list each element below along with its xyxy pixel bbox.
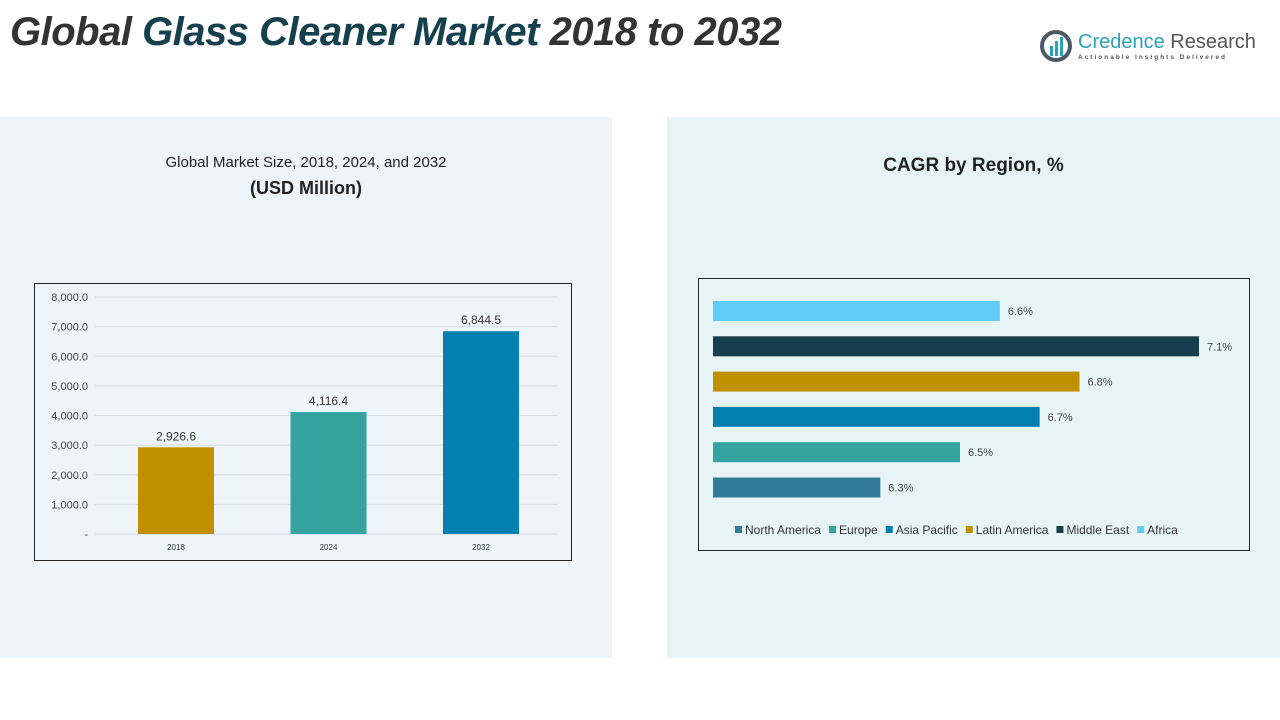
legend-entry: Latin America: [976, 523, 1049, 537]
x-tick-label: 2018: [167, 543, 185, 552]
market-size-title: Global Market Size, 2018, 2024, and 2032: [165, 154, 447, 171]
bar-asia-pacific: [713, 406, 1040, 427]
legend-swatch: [965, 526, 973, 533]
y-tick-label: 8,000.0: [51, 292, 88, 304]
title-part: Global: [10, 10, 143, 54]
bar-middle-east: [713, 336, 1199, 357]
data-label: 6.6%: [1008, 306, 1033, 318]
bar-africa: [713, 301, 1000, 321]
data-label: 6.5%: [968, 447, 993, 459]
x-tick-label: 2024: [320, 543, 338, 552]
data-label: 7.1%: [1207, 341, 1232, 353]
x-tick-label: 2032: [472, 543, 490, 552]
legend-swatch: [1056, 526, 1064, 533]
data-label: 4,116.4: [309, 394, 348, 408]
y-tick-label: 1,000.0: [51, 499, 88, 511]
data-label: 6.3%: [888, 483, 913, 495]
market-size-chart-frame: [34, 283, 572, 561]
legend-entry: North America: [745, 523, 821, 537]
bar-2032: [443, 331, 519, 534]
legend-entry: Africa: [1147, 523, 1178, 537]
bar-europe: [713, 442, 960, 463]
data-label: 2,926.6: [156, 429, 196, 443]
title-highlight: Glass Cleaner Market: [142, 10, 539, 54]
bar-2018: [138, 447, 214, 534]
market-size-subtitle: (USD Million): [250, 178, 362, 198]
y-tick-label: -: [84, 529, 88, 541]
y-tick-label: 7,000.0: [51, 322, 88, 334]
y-tick-label: 6,000.0: [51, 351, 88, 363]
cagr-title: CAGR by Region, %: [883, 155, 1064, 176]
legend-swatch: [1137, 526, 1145, 533]
logo-name: Research: [1164, 31, 1256, 53]
legend-swatch: [829, 526, 837, 533]
bar-2024: [290, 412, 367, 534]
logo-tagline: Actionable Insights Delivered: [1078, 54, 1228, 61]
bar-north-america: [713, 477, 881, 498]
legend-swatch: [735, 526, 742, 533]
cagr-chart-frame: [698, 278, 1250, 551]
data-label: 6,844.5: [461, 313, 501, 327]
title-part: 2018 to 2032: [538, 10, 782, 54]
data-label: 6.8%: [1087, 377, 1112, 389]
y-tick-label: 5,000.0: [51, 381, 88, 393]
data-label: 6.7%: [1048, 412, 1073, 424]
y-tick-label: 2,000.0: [51, 470, 88, 482]
bar-chart-logo-icon: [1040, 30, 1072, 62]
y-tick-label: 3,000.0: [51, 440, 88, 452]
logo: Credence Research Actionable Insights De…: [1040, 30, 1256, 62]
y-tick-label: 4,000.0: [51, 411, 88, 423]
logo-name: Credence: [1078, 31, 1165, 53]
legend-swatch: [885, 526, 893, 533]
bar-latin-america: [713, 371, 1080, 392]
legend-entry: Europe: [839, 523, 878, 537]
page-title: Global Glass Cleaner Market 2018 to 2032: [10, 10, 782, 55]
legend-entry: Middle East: [1066, 523, 1129, 537]
legend-entry: Asia Pacific: [896, 523, 958, 537]
